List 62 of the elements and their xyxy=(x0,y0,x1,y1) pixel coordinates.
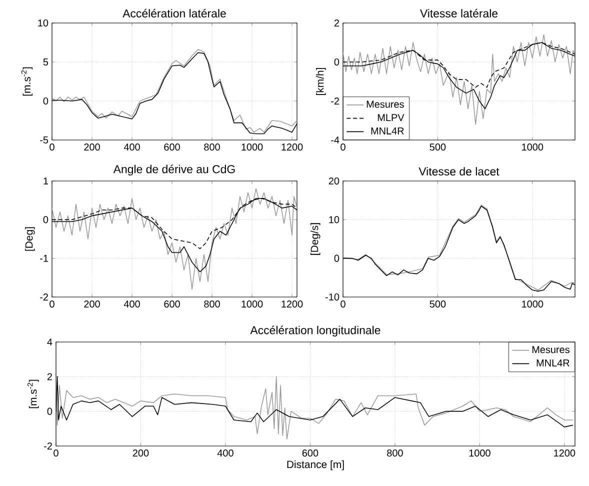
chart-title: Angle de dérive au CdG xyxy=(113,164,235,176)
x-tick-label: 600 xyxy=(164,300,180,308)
y-axis-title: [Deg/s] xyxy=(310,223,320,255)
x-tick-label: 200 xyxy=(84,144,100,151)
x-tick-label: 600 xyxy=(302,450,318,457)
x-tick-label: 500 xyxy=(430,300,446,308)
x-tick-label: 800 xyxy=(204,300,220,308)
legend-label: MNL4R xyxy=(536,360,570,366)
y-tick-label: 20 xyxy=(328,177,340,185)
y-tick-label: 0 xyxy=(334,254,340,262)
y-tick-label: -2 xyxy=(331,98,339,104)
x-tick-label: 500 xyxy=(430,144,446,151)
y-tick-label: 2 xyxy=(47,373,52,380)
x-tick-label: 400 xyxy=(217,450,234,457)
chart-title: Accélération latérale xyxy=(122,8,226,18)
x-tick-label: 200 xyxy=(84,300,100,308)
legend-label: MNL4R xyxy=(371,127,404,134)
y-tick-label: 10 xyxy=(329,216,340,224)
x-tick-label: 0 xyxy=(340,300,346,308)
x-tick-label: 600 xyxy=(164,144,180,151)
y-axis-title: [km/h] xyxy=(316,68,326,95)
x-tick-label: 1000 xyxy=(242,144,263,151)
x-tick-label: 200 xyxy=(132,450,149,457)
x-axis-title: Distance [m] xyxy=(287,460,344,470)
y-axis-title: [m.s$^{-2}$] xyxy=(21,67,33,96)
x-tick-label: 1200 xyxy=(282,144,303,151)
y-tick-label: 5 xyxy=(43,58,48,66)
y-tick-label: 10 xyxy=(38,19,48,27)
x-tick-label: 1200 xyxy=(554,450,576,457)
chart-title: Vitesse latérale xyxy=(420,8,498,18)
line-series xyxy=(52,188,298,290)
x-tick-label: 1000 xyxy=(469,450,490,457)
y-tick-label: -4 xyxy=(331,136,340,144)
y-tick-label: 0 xyxy=(43,97,48,105)
x-tick-label: 1000 xyxy=(242,300,263,308)
x-tick-label: 800 xyxy=(204,144,220,151)
chart-title: Accélération longitudinale xyxy=(250,326,380,336)
y-tick-label: -2 xyxy=(40,294,48,300)
y-tick-label: 2 xyxy=(334,20,339,26)
chart-title: Vitesse de lacet xyxy=(418,167,500,176)
y-tick-label: 0 xyxy=(334,58,340,66)
legend-label: MLPV xyxy=(378,114,404,121)
y-tick-label: -10 xyxy=(326,293,340,301)
y-tick-label: 4 xyxy=(47,338,52,346)
x-tick-label: 0 xyxy=(54,450,58,457)
y-axis-title: [m.s$^{-2}$] xyxy=(28,380,39,408)
legend-label: Mesures xyxy=(366,100,404,108)
x-tick-label: 400 xyxy=(124,144,140,151)
x-tick-label: 400 xyxy=(124,300,140,308)
y-axis-title: [Deg] xyxy=(25,227,35,251)
y-tick-label: -5 xyxy=(40,136,48,144)
y-tick-label: -1 xyxy=(40,254,48,262)
x-tick-label: 1000 xyxy=(522,144,544,151)
x-tick-label: 1000 xyxy=(522,300,544,308)
legend-label: Mesures xyxy=(532,346,570,354)
y-tick-label: 0 xyxy=(47,408,52,415)
x-tick-label: 1200 xyxy=(282,300,303,308)
y-tick-label: -2 xyxy=(44,442,52,450)
x-tick-label: 0 xyxy=(340,144,346,151)
x-tick-label: 800 xyxy=(387,450,403,457)
y-tick-label: 0 xyxy=(43,216,48,224)
y-tick-label: 1 xyxy=(44,178,48,184)
